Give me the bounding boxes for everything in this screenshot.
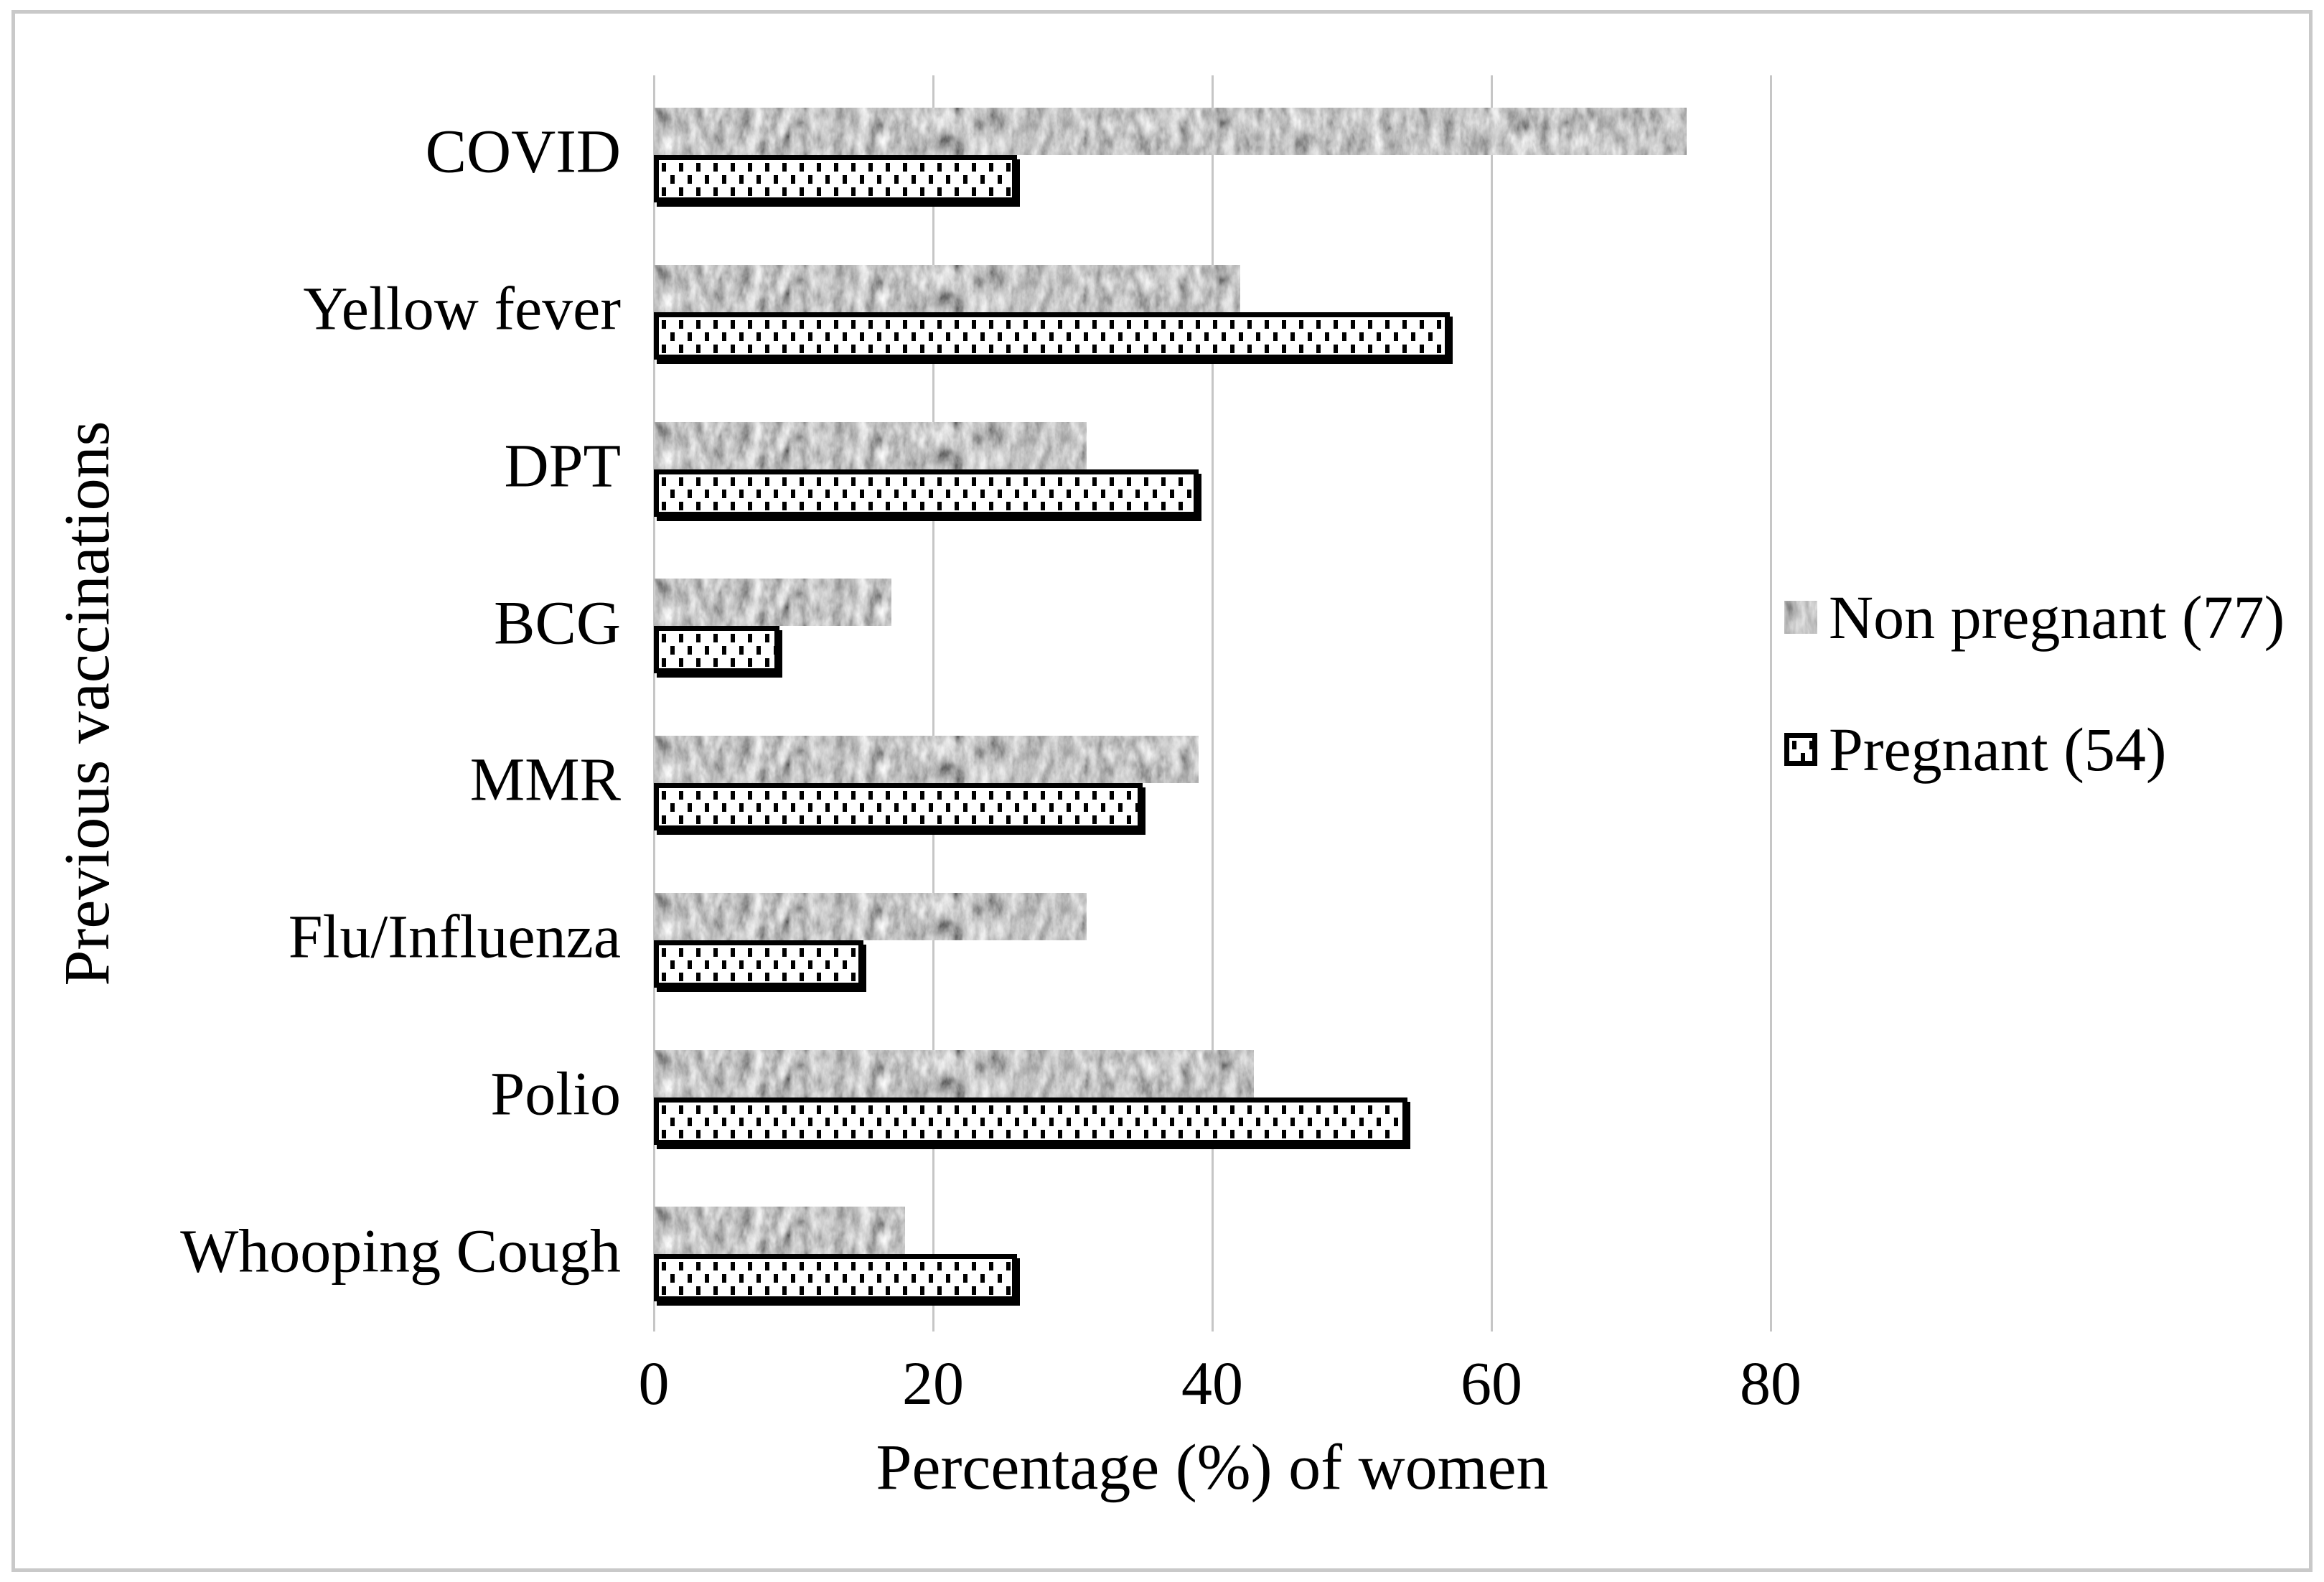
- category-label-dpt: DPT: [504, 431, 621, 500]
- x-tick-80: 80: [1740, 1349, 1801, 1418]
- legend-label-pregnant: Pregnant (54): [1829, 715, 2167, 784]
- bar-pregnant-dpt: [654, 469, 1199, 517]
- bar-pregnant-polio: [654, 1097, 1407, 1145]
- bar-pregnant-bcg: [654, 626, 779, 673]
- category-label-covid: COVID: [425, 116, 621, 186]
- gridline-80: [1769, 75, 1772, 1331]
- gridline-0: [652, 75, 655, 1331]
- category-label-yellow-fever: Yellow fever: [303, 273, 621, 343]
- legend-item-pregnant: Pregnant (54): [1784, 715, 2166, 784]
- bar-nonpregnant-yellow-fever: [654, 265, 1240, 312]
- bar-nonpregnant-whooping-cough: [654, 1207, 905, 1254]
- legend-item-non-pregnant: Non pregnant (77): [1784, 583, 2285, 652]
- bar-nonpregnant-dpt: [654, 422, 1087, 469]
- bar-nonpregnant-polio: [654, 1050, 1254, 1097]
- bar-pregnant-mmr: [654, 783, 1143, 830]
- bar-nonpregnant-covid: [654, 108, 1687, 155]
- category-label-whooping-cough: Whooping Cough: [180, 1216, 621, 1286]
- bar-pregnant-flu-influenza: [654, 940, 863, 988]
- x-axis-title: Percentage (%) of women: [876, 1432, 1549, 1503]
- category-label-polio: Polio: [490, 1059, 621, 1128]
- gridline-60: [1490, 75, 1493, 1331]
- x-tick-40: 40: [1181, 1349, 1243, 1418]
- pregnant-swatch-icon: [1784, 733, 1817, 766]
- category-label-flu-influenza: Flu/Influenza: [288, 902, 621, 971]
- category-label-bcg: BCG: [494, 588, 621, 657]
- x-tick-60: 60: [1461, 1349, 1522, 1418]
- x-tick-20: 20: [902, 1349, 964, 1418]
- bar-pregnant-covid: [654, 155, 1017, 202]
- legend-label-non-pregnant: Non pregnant (77): [1829, 583, 2285, 652]
- bar-pregnant-yellow-fever: [654, 312, 1450, 360]
- bar-nonpregnant-flu-influenza: [654, 893, 1087, 940]
- non-pregnant-swatch-icon: [1784, 601, 1817, 634]
- bar-nonpregnant-bcg: [654, 579, 891, 626]
- bar-nonpregnant-mmr: [654, 736, 1199, 783]
- x-tick-0: 0: [638, 1349, 670, 1418]
- gridline-40: [1211, 75, 1214, 1331]
- bar-pregnant-whooping-cough: [654, 1254, 1017, 1301]
- gridline-20: [932, 75, 934, 1331]
- category-label-mmr: MMR: [469, 744, 621, 814]
